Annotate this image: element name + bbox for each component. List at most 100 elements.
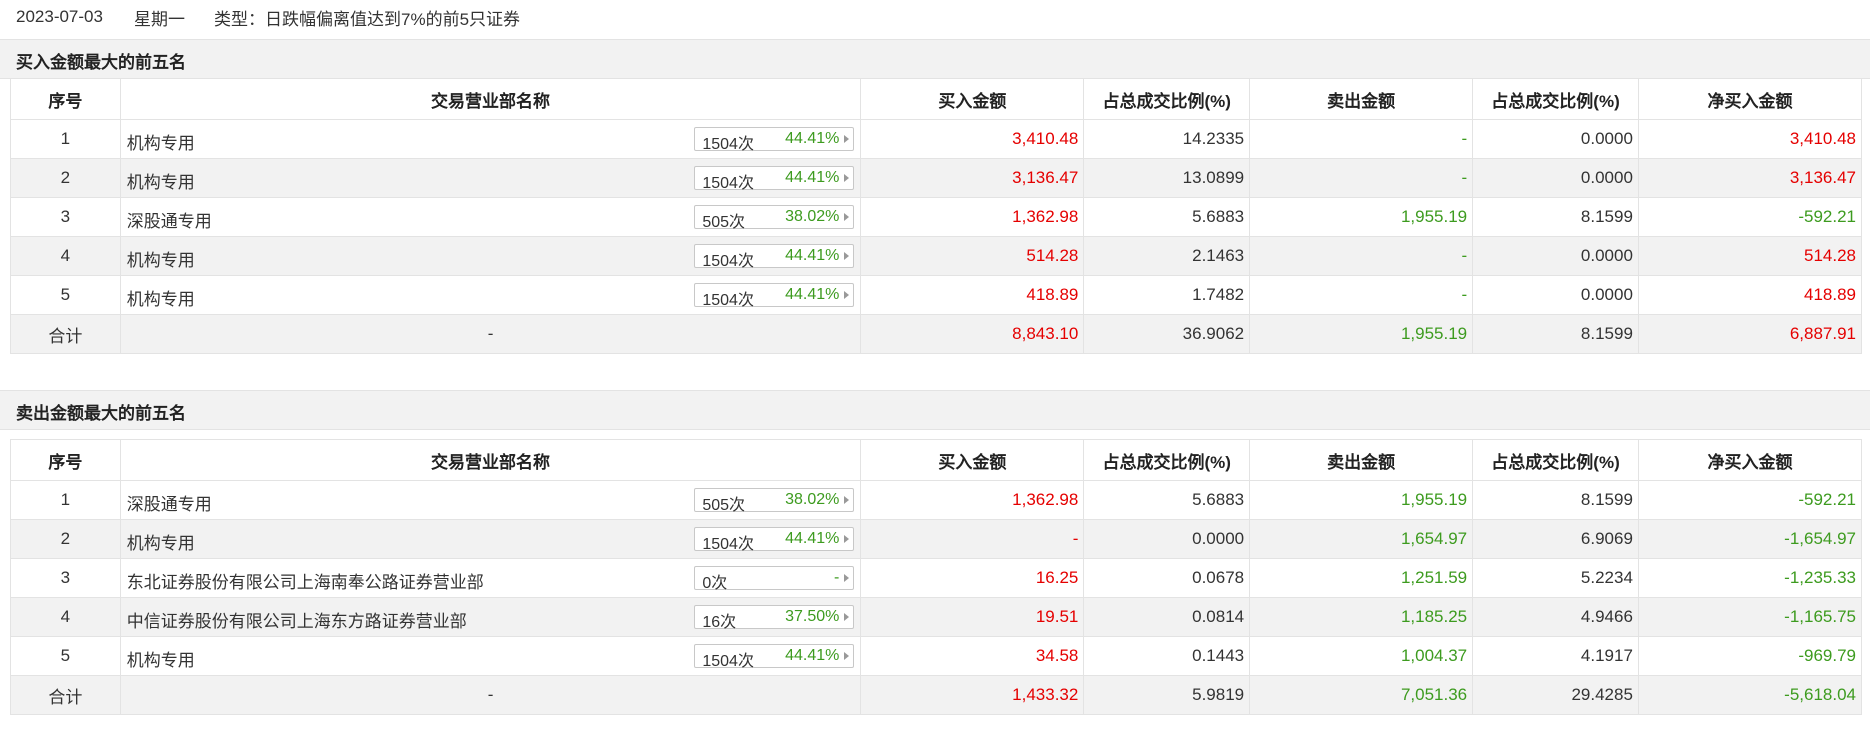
total-sell-amount: 1,955.19 [1249, 314, 1474, 354]
net-amount-cell: -592.21 [1637, 197, 1863, 237]
net-amount-cell: -1,654.97 [1637, 519, 1863, 559]
table-row: 2 机构专用 1504次 44.41% -0.0000 1,654.97 6.9069 -1,… [10, 519, 1863, 559]
col-buy-ratio: 占总成交比例(%) [1083, 439, 1251, 481]
buy-amount-cell: 1,362.98 [860, 197, 1085, 237]
buy-ratio-cell: 14.2335 [1083, 119, 1251, 159]
chevron-right-icon [844, 574, 850, 582]
top-info-bar: 2023-07-03 星期一 类型：日跌幅偏离值达到7%的前5只证券 [16, 4, 520, 30]
branch-appear-count: 1504次 [702, 175, 754, 192]
col-rank: 序号 [10, 78, 121, 120]
table-row: 3 深股通专用 505次 38.02% 1,362.98 5.6883 1,955.19 8.… [10, 197, 1863, 237]
branch-cell: 东北证券股份有限公司上海南奉公路证券营业部 0次 - [119, 558, 862, 598]
buy-section-header: 买入金额最大的前五名 [0, 39, 1870, 79]
chevron-right-icon [844, 174, 850, 182]
branch-name-link[interactable]: 深股通专用 [126, 212, 212, 231]
table-header-row: 序号 交易营业部名称 买入金额 占总成交比例(%) 卖出金额 占总成交比例(%)… [10, 78, 1863, 120]
branch-appear-count: 505次 [702, 214, 746, 231]
total-sell-ratio: 8.1599 [1472, 314, 1639, 354]
sell-ratio-cell: 0.0000 [1472, 119, 1639, 159]
chevron-right-icon [844, 252, 850, 260]
branch-cell: 机构专用 1504次 44.41% [119, 275, 862, 315]
sell-ratio-cell: 8.1599 [1472, 197, 1639, 237]
buy-amount-cell: - [860, 519, 1085, 559]
total-label: 合计 [10, 675, 121, 715]
branch-name-link[interactable]: 中信证券股份有限公司上海东方路证券营业部 [126, 612, 467, 631]
rank-cell: 4 [10, 236, 121, 276]
table-row: 4 机构专用 1504次 44.41% 514.28 2.1463-0.0000 514.2… [10, 236, 1863, 276]
branch-name-link[interactable]: 东北证券股份有限公司上海南奉公路证券营业部 [126, 573, 484, 592]
sell-ratio-cell: 6.9069 [1472, 519, 1639, 559]
sell-ratio-cell: 4.1917 [1472, 636, 1639, 676]
branch-cell: 机构专用 1504次 44.41% [119, 636, 862, 676]
buy-amount-cell: 19.51 [860, 597, 1085, 637]
col-branch-name: 交易营业部名称 [119, 439, 862, 481]
branch-appear-count: 505次 [702, 497, 746, 514]
branch-appear-count: 1504次 [702, 536, 754, 553]
branch-cell: 深股通专用 505次 38.02% [119, 480, 862, 520]
col-net-amount: 净买入金额 [1637, 78, 1863, 120]
buy-table-body: 1 机构专用 1504次 44.41% 3,410.48 14.2335-0.0000 3,… [10, 119, 1863, 354]
branch-name-link[interactable]: 机构专用 [126, 290, 195, 309]
branch-name-link[interactable]: 深股通专用 [126, 495, 212, 514]
total-label: 合计 [10, 314, 121, 354]
branch-stats-button[interactable]: 1504次 44.41% [694, 127, 855, 153]
buy-amount-cell: 3,410.48 [860, 119, 1085, 159]
branch-cell: 机构专用 1504次 44.41% [119, 236, 862, 276]
buy-section-title: 买入金额最大的前五名 [16, 53, 186, 72]
rank-cell: 3 [10, 197, 121, 237]
branch-win-rate: 37.50% [785, 608, 840, 625]
table-row: 5 机构专用 1504次 44.41% 418.89 1.7482-0.0000 418.8… [10, 275, 1863, 315]
total-name-placeholder: - [119, 675, 862, 715]
sell-ratio-cell: 0.0000 [1472, 158, 1639, 198]
chevron-right-icon [844, 291, 850, 299]
table-row: 2 机构专用 1504次 44.41% 3,136.47 13.0899-0.0000 3,… [10, 158, 1863, 198]
total-buy-ratio: 5.9819 [1083, 675, 1251, 715]
branch-stats-button[interactable]: 1504次 44.41% [694, 644, 855, 670]
weekday: 星期一 [134, 9, 185, 29]
branch-stats-button[interactable]: 1504次 44.41% [694, 527, 855, 553]
col-buy-amount: 买入金额 [860, 439, 1085, 481]
buy-ratio-cell: 0.0678 [1083, 558, 1251, 598]
branch-win-rate: 44.41% [785, 130, 840, 147]
total-sell-amount: 7,051.36 [1249, 675, 1474, 715]
net-amount-cell: -1,165.75 [1637, 597, 1863, 637]
branch-stats-button[interactable]: 0次 - [694, 566, 855, 592]
branch-name-link[interactable]: 机构专用 [126, 651, 195, 670]
branch-stats-button[interactable]: 16次 37.50% [694, 605, 855, 631]
rank-cell: 2 [10, 158, 121, 198]
buy-amount-cell: 1,362.98 [860, 480, 1085, 520]
sell-amount-cell: 1,955.19 [1249, 480, 1474, 520]
table-row: 5 机构专用 1504次 44.41% 34.58 0.1443 1,004.37 4.191… [10, 636, 1863, 676]
branch-stats-button[interactable]: 505次 38.02% [694, 205, 855, 231]
branch-appear-count: 1504次 [702, 653, 754, 670]
branch-name-link[interactable]: 机构专用 [126, 134, 195, 153]
total-row: 合计 -1,433.32 5.9819 7,051.36 29.4285 -5,618.0… [10, 675, 1863, 715]
sell-table-body: 1 深股通专用 505次 38.02% 1,362.98 5.6883 1,955.19 8.… [10, 480, 1863, 715]
buy-amount-cell: 418.89 [860, 275, 1085, 315]
branch-stats-button[interactable]: 1504次 44.41% [694, 283, 855, 309]
branch-appear-count: 16次 [702, 614, 737, 631]
branch-stats-button[interactable]: 505次 38.02% [694, 488, 855, 514]
buy-amount-cell: 34.58 [860, 636, 1085, 676]
sell-amount-cell: 1,004.37 [1249, 636, 1474, 676]
branch-name-link[interactable]: 机构专用 [126, 251, 195, 270]
branch-win-rate: 38.02% [785, 208, 840, 225]
branch-win-rate: 38.02% [785, 491, 840, 508]
branch-cell: 机构专用 1504次 44.41% [119, 119, 862, 159]
chevron-right-icon [844, 613, 850, 621]
rank-cell: 1 [10, 480, 121, 520]
total-net-amount: -5,618.04 [1637, 675, 1863, 715]
net-amount-cell: 514.28 [1637, 236, 1863, 276]
branch-name-link[interactable]: 机构专用 [126, 534, 195, 553]
branch-cell: 机构专用 1504次 44.41% [119, 519, 862, 559]
branch-name-link[interactable]: 机构专用 [126, 173, 195, 192]
sell-amount-cell: 1,654.97 [1249, 519, 1474, 559]
branch-stats-button[interactable]: 1504次 44.41% [694, 244, 855, 270]
total-buy-ratio: 36.9062 [1083, 314, 1251, 354]
sell-amount-cell: 1,185.25 [1249, 597, 1474, 637]
col-buy-ratio: 占总成交比例(%) [1083, 78, 1251, 120]
branch-stats-button[interactable]: 1504次 44.41% [694, 166, 855, 192]
sell-amount-cell: - [1249, 119, 1474, 159]
col-rank: 序号 [10, 439, 121, 481]
buy-amount-cell: 16.25 [860, 558, 1085, 598]
